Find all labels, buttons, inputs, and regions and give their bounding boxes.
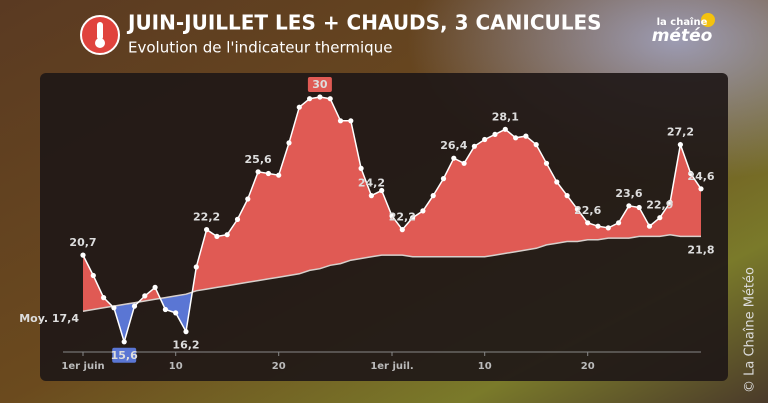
point: [286, 140, 292, 146]
point: [389, 213, 395, 219]
point: [214, 233, 220, 239]
point: [595, 223, 601, 229]
point: [348, 118, 354, 124]
data-label: Moy. 17,4: [19, 312, 79, 325]
point: [142, 293, 148, 299]
data-label: 15,6: [111, 349, 138, 362]
data-label: 28,1: [492, 110, 519, 123]
point: [80, 252, 86, 258]
point: [307, 96, 313, 102]
data-label: 20,7: [69, 236, 96, 249]
point: [162, 306, 168, 313]
x-tick-label: 10: [478, 361, 492, 372]
point: [626, 203, 632, 209]
point: [451, 155, 457, 161]
point: [368, 193, 374, 199]
point: [657, 215, 663, 221]
point: [564, 193, 570, 199]
x-tick-label: 20: [272, 361, 286, 372]
subtitle: Evolution de l'indicateur thermique: [128, 39, 392, 57]
point: [440, 176, 447, 182]
point: [90, 272, 96, 279]
title: JUIN-JUILLET LES + CHAUDS, 3 CANICULES: [126, 11, 602, 35]
data-label: 16,2: [172, 339, 199, 352]
point: [513, 135, 519, 141]
point: [173, 310, 179, 316]
point: [358, 165, 364, 171]
data-label: 26,4: [440, 139, 467, 152]
point: [554, 179, 560, 185]
point: [410, 215, 416, 221]
data-label: 24,6: [687, 170, 714, 183]
data-label: 22,6: [574, 204, 601, 217]
point: [533, 142, 539, 148]
point: [296, 104, 302, 110]
logo: météo: [652, 26, 713, 46]
area-above: [83, 97, 701, 312]
point: [234, 216, 241, 222]
point: [420, 208, 426, 214]
point: [152, 284, 158, 290]
point: [646, 223, 653, 229]
point: [101, 295, 107, 301]
thermometer-icon: [97, 22, 103, 40]
data-label: 21,8: [687, 243, 714, 256]
point: [636, 204, 642, 211]
x-tick-label: 1er juin: [61, 361, 104, 372]
point: [204, 227, 210, 233]
point: [337, 118, 344, 124]
data-label: 27,2: [667, 126, 694, 139]
point: [276, 172, 282, 178]
point: [399, 227, 405, 233]
logo-sun: [701, 13, 715, 27]
point: [193, 264, 199, 270]
point: [111, 305, 117, 311]
data-label: 25,6: [245, 153, 272, 166]
data-label: 23,6: [615, 187, 642, 200]
point: [131, 303, 138, 309]
point: [183, 329, 189, 335]
logo: la chaîne: [657, 16, 708, 28]
point: [255, 169, 261, 175]
point: [574, 206, 581, 212]
copyright: © La Chaîne Météo: [743, 267, 758, 393]
point: [265, 170, 271, 177]
point: [461, 160, 467, 166]
point: [605, 225, 611, 231]
point: [327, 96, 333, 102]
x-tick-label: 20: [581, 361, 595, 372]
point: [585, 220, 591, 226]
point: [482, 136, 488, 143]
point: [430, 193, 436, 199]
point: [543, 160, 550, 166]
point: [121, 339, 127, 345]
data-label: 30: [312, 78, 328, 91]
point: [698, 186, 704, 192]
data-label: 22,2: [193, 211, 220, 224]
point: [523, 133, 529, 139]
label-box: [307, 77, 332, 92]
point: [317, 94, 323, 100]
point: [688, 170, 694, 177]
point: [502, 126, 508, 132]
point: [224, 232, 230, 238]
point: [245, 196, 251, 202]
x-tick-label: 1er juil.: [370, 361, 413, 372]
point: [379, 187, 385, 194]
data-label: 22,2: [389, 211, 416, 224]
label-box: [112, 347, 137, 363]
point: [616, 220, 622, 226]
point: [667, 199, 673, 205]
data-label: 24,2: [358, 177, 385, 190]
data-label: 22,9: [646, 199, 673, 212]
point: [492, 131, 498, 137]
point: [471, 143, 477, 149]
thermometer-icon: [95, 38, 105, 48]
point: [677, 142, 684, 148]
normal-line: [82, 233, 701, 312]
x-tick-label: 10: [169, 361, 183, 372]
